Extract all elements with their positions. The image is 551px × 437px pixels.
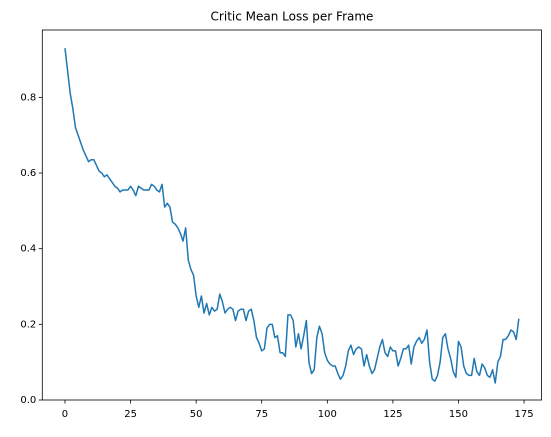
x-tick-label: 100 <box>318 409 337 420</box>
x-tick-label: 175 <box>515 409 534 420</box>
x-tick-label: 75 <box>255 409 268 420</box>
y-tick-label: 0.6 <box>20 168 36 179</box>
y-tick-label: 0.4 <box>20 244 36 255</box>
y-tick-label: 0.0 <box>20 395 36 406</box>
y-tick-label: 0.8 <box>20 92 36 103</box>
x-tick-label: 50 <box>190 409 203 420</box>
x-tick-label: 150 <box>449 409 468 420</box>
data-line <box>64 48 520 384</box>
x-tick-label: 0 <box>62 409 68 420</box>
y-tick-label: 0.2 <box>20 319 36 330</box>
x-tick-label: 25 <box>124 409 137 420</box>
x-tick-label: 125 <box>383 409 402 420</box>
chart-title: Critic Mean Loss per Frame <box>211 10 374 24</box>
plot-frame <box>41 29 542 401</box>
